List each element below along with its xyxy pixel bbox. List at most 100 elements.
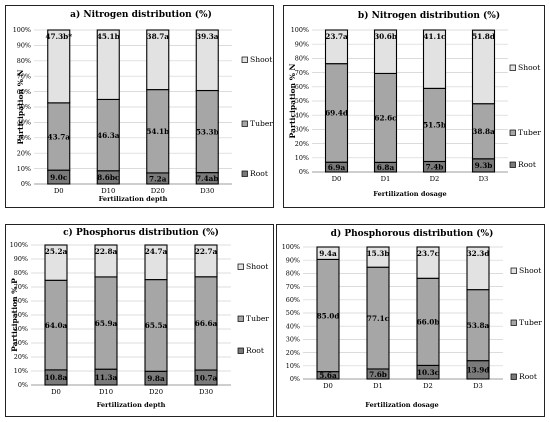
legend-label-tuber: Tuber — [246, 314, 269, 323]
bar-shoot-d1 — [373, 29, 398, 75]
legend-swatch-tuber — [241, 120, 248, 127]
data-label: 64.0a — [45, 321, 68, 330]
data-label: 30.6b — [374, 32, 397, 41]
data-label: 11.3a — [95, 373, 118, 382]
y-tick-label: 100% — [13, 26, 31, 34]
x-tick-label: D2 — [430, 175, 440, 183]
data-label: 54.1b — [146, 127, 169, 136]
data-label: 6.9a — [328, 163, 346, 172]
data-label: 9.8a — [147, 374, 165, 383]
data-label: 23.7a — [325, 32, 348, 41]
y-axis-label: Participation % P — [10, 278, 19, 352]
bar-shoot-d1 — [366, 246, 390, 268]
y-tick-label: 0% — [18, 381, 28, 389]
x-tick-label: D10 — [99, 388, 113, 396]
y-tick-label: 70% — [14, 283, 28, 291]
data-label: 85.0d — [317, 311, 340, 320]
y-tick-label: 100% — [291, 26, 309, 34]
x-tick-label: D1 — [381, 175, 391, 183]
legend-swatch-tuber — [237, 315, 244, 322]
legend-label-shoot: Shoot — [518, 63, 540, 72]
y-tick-label: 10% — [295, 154, 309, 162]
y-tick-label: 60% — [295, 83, 309, 91]
chart-c-svg: c) Phosphorus distribution (%) 0% 10% 20% 30… — [10, 227, 270, 409]
legend-label-root: Root — [250, 169, 268, 178]
bar-shoot-d30 — [195, 29, 219, 92]
chart-d-svg: d) Phosphorous distribution (%) 0% 10% 20% 3… — [282, 228, 543, 409]
y-tick-label: 40% — [17, 119, 31, 127]
data-label: 53.8a — [467, 321, 490, 330]
bar-shoot-d10 — [94, 244, 118, 278]
x-tick-label: D30 — [199, 388, 213, 396]
y-tick-label: 90% — [286, 256, 300, 264]
y-tick-label: 60% — [14, 297, 28, 305]
legend-swatch-shoot — [510, 267, 517, 274]
data-label: 13.9d — [467, 366, 490, 375]
x-tick-label: D3 — [479, 175, 489, 183]
y-tick-label: 20% — [295, 140, 309, 148]
legend-label-root: Root — [519, 372, 537, 381]
data-label: 38.8a — [472, 127, 495, 136]
data-label: 15.3b — [367, 249, 390, 258]
chart-title: b) Nitrogen distribution (%) — [358, 10, 500, 21]
y-tick-label: 40% — [14, 325, 28, 333]
bar-shoot-d2 — [422, 29, 447, 89]
data-label: 65.9a — [95, 319, 118, 328]
data-label: 10.3c — [417, 368, 440, 377]
data-label: 22.8a — [95, 247, 118, 256]
y-tick-label: 100% — [282, 243, 300, 251]
y-tick-label: 90% — [17, 42, 31, 50]
y-tick-label: 30% — [286, 336, 300, 344]
x-tick-label: D1 — [373, 382, 383, 390]
y-tick-label: 50% — [286, 309, 300, 317]
data-label: 77.1c — [367, 314, 390, 323]
y-tick-label: 30% — [295, 126, 309, 134]
y-tick-label: 80% — [14, 269, 28, 277]
data-label: 62.6c — [374, 114, 397, 123]
data-label: 51.5b — [423, 121, 446, 130]
x-tick-label: D2 — [423, 382, 433, 390]
y-tick-label: 70% — [286, 283, 300, 291]
bar-shoot-d30 — [194, 244, 218, 278]
data-label: 66.6a — [195, 319, 218, 328]
y-tick-label: 30% — [17, 134, 31, 142]
bar-shoot-d10 — [96, 29, 120, 101]
legend-swatch-root — [510, 373, 517, 380]
legend-label-tuber: Tuber — [250, 119, 273, 128]
data-label: 8.6bc — [97, 173, 120, 182]
bar-shoot-d20 — [146, 29, 170, 91]
y-tick-label: 60% — [286, 296, 300, 304]
legend-swatch-root — [237, 347, 244, 354]
y-tick-label: 90% — [14, 255, 28, 263]
x-tick-label: D0 — [323, 382, 333, 390]
data-label: 6.8a — [377, 163, 395, 172]
data-label: 65.5a — [145, 321, 168, 330]
data-label: 23.7c — [417, 249, 440, 258]
x-axis-label: Fertilization depth — [97, 401, 166, 409]
x-axis-label: Fertilization dosage — [373, 190, 446, 198]
y-tick-label: 20% — [286, 349, 300, 357]
x-axis-label: Fertilization dosage — [365, 401, 438, 409]
x-tick-label: D30 — [200, 187, 214, 195]
chart-a-svg: a) Nitrogen distribution (%) 0% 10% 20% 30% 4… — [13, 9, 274, 203]
chart-panel-b: b) Nitrogen distribution (%) 0% 10% 20% 30% 4… — [283, 5, 545, 208]
y-tick-label: 80% — [295, 55, 309, 63]
data-label: 7.2a — [149, 174, 167, 183]
y-axis-label: Participation % N — [288, 63, 297, 138]
x-tick-label: D0 — [332, 175, 342, 183]
bar-shoot-d0 — [324, 29, 349, 65]
data-label: 38.7a — [147, 32, 170, 41]
data-label: 39.3a — [196, 32, 219, 41]
data-label: 66.0b — [417, 318, 440, 327]
bar-shoot-d0 — [47, 29, 71, 104]
y-tick-label: 70% — [17, 72, 31, 80]
x-tick-label: D20 — [151, 187, 165, 195]
bar-shoot-d0 — [316, 246, 340, 260]
y-tick-label: 40% — [286, 322, 300, 330]
y-tick-label: 10% — [17, 165, 31, 173]
x-axis-label: Fertilization depth — [99, 195, 168, 203]
y-tick-label: 60% — [17, 88, 31, 96]
y-tick-label: 50% — [295, 97, 309, 105]
data-label: 22.7a — [195, 247, 218, 256]
y-tick-label: 0% — [299, 168, 309, 176]
